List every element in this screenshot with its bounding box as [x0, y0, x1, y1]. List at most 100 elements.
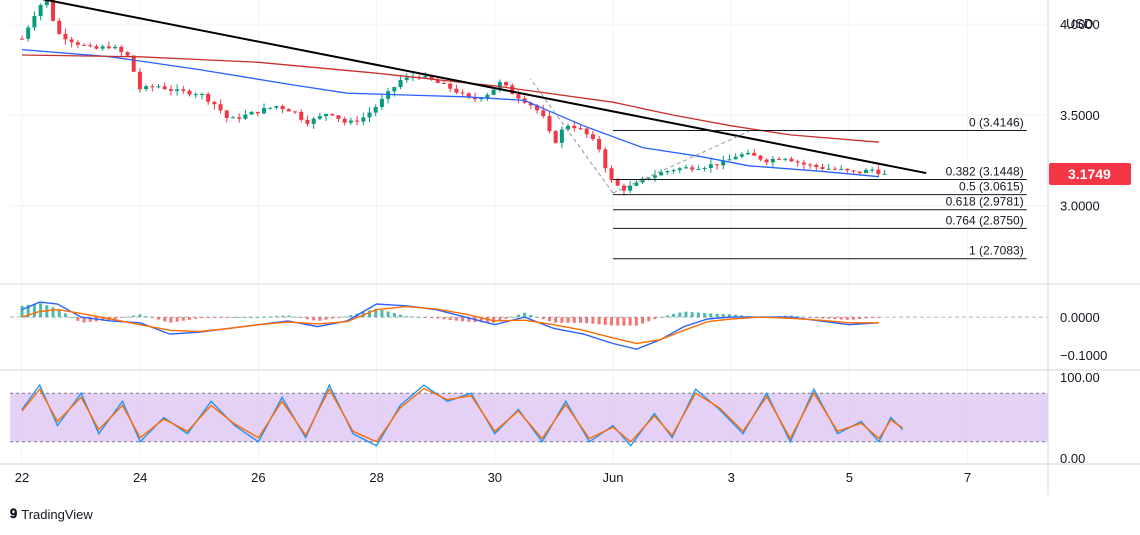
last-price-label: 3.1749 [1068, 166, 1111, 182]
macd-histogram-bar [20, 305, 24, 318]
macd-histogram-bar [696, 312, 700, 318]
candle-body [795, 161, 800, 163]
fib-level-label: 0 (3.4146) [969, 115, 1024, 129]
macd-histogram-bar [212, 317, 216, 318]
macd-histogram-bar [448, 317, 452, 320]
candle-body [640, 178, 645, 183]
macd-histogram-bar [634, 317, 638, 326]
candle-body [26, 27, 31, 39]
candle-body [131, 55, 136, 72]
candle-body [20, 38, 24, 40]
rsi-panel[interactable] [10, 383, 1048, 447]
macd-histogram-bar [789, 315, 793, 318]
candle-body [590, 134, 595, 139]
macd-histogram-bar [181, 317, 185, 321]
macd-histogram-bar [721, 313, 725, 318]
candle-body [156, 86, 161, 88]
candle-body [541, 110, 546, 117]
macd-histogram-bar [715, 313, 719, 318]
candle-body [870, 169, 875, 171]
grid [10, 0, 1048, 464]
macd-panel[interactable] [10, 301, 1048, 350]
macd-histogram-bar [386, 311, 390, 318]
candle-body [441, 82, 446, 84]
macd-histogram-bar [374, 308, 378, 318]
candle-body [51, 0, 56, 21]
macd-histogram-bar [603, 317, 607, 325]
macd-histogram-bar [32, 303, 36, 318]
macd-histogram-bar [392, 313, 396, 318]
candle-body [820, 167, 825, 169]
moving-average-line [21, 48, 880, 178]
macd-histogram-bar [51, 307, 55, 318]
macd-histogram-bar [870, 317, 874, 318]
macd-histogram-bar [839, 317, 843, 320]
macd-histogram-bar [293, 316, 297, 318]
price-panel[interactable]: 0 (3.4146) 0.382 (3.1448) 0.5 (3.0615)0.61… [20, 0, 1027, 260]
brand[interactable]: 𝟗 TradingView [10, 506, 93, 522]
macd-histogram-bar [349, 315, 353, 318]
macd-histogram-bar [578, 317, 582, 323]
macd-histogram-bar [299, 317, 303, 318]
candle-body [367, 112, 372, 118]
candle-body [615, 180, 620, 186]
macd-histogram-bar [399, 314, 403, 318]
macd-histogram-bar [628, 317, 632, 326]
candle-body [528, 102, 533, 106]
macd-histogram-bar [672, 313, 676, 318]
macd-histogram-bar [194, 317, 198, 319]
candle-body [715, 164, 720, 166]
candle-body [144, 86, 149, 90]
candle-body [448, 83, 453, 89]
candle-body [82, 44, 87, 46]
macd-histogram-bar [566, 317, 570, 323]
candle-body [479, 98, 484, 100]
candle-body [702, 167, 707, 169]
macd-histogram-bar [653, 317, 657, 320]
candle-body [423, 75, 428, 78]
candle-body [882, 173, 887, 175]
candle-body [100, 46, 105, 49]
fib-level-label: 0.618 (2.9781) [946, 195, 1024, 209]
candle-body [671, 170, 676, 172]
candle-body [330, 113, 335, 116]
candle-body [690, 167, 695, 170]
fib-level-label: 0.382 (3.1448) [946, 164, 1024, 178]
currency-label[interactable]: USD [1066, 16, 1093, 31]
macd-histogram-bar [684, 311, 688, 318]
macd-histogram-bar [616, 317, 620, 326]
macd-histogram-bar [250, 317, 254, 318]
macd-histogram-bar [858, 317, 862, 319]
macd-histogram-bar [206, 317, 210, 318]
candle-body [168, 89, 173, 91]
candle-body [63, 33, 68, 40]
x-tick-label: 26 [251, 470, 265, 485]
candle-body [299, 111, 304, 120]
candle-body [454, 88, 459, 93]
candle-body [876, 169, 881, 175]
macd-histogram-bar [423, 317, 427, 318]
fib-anchor-line [612, 130, 750, 194]
candle-body [597, 138, 602, 150]
candle-body [311, 118, 316, 124]
candle-body [94, 46, 99, 49]
macd-histogram-bar [119, 317, 123, 318]
macd-histogram-bar [312, 317, 316, 321]
x-tick-label: 24 [133, 470, 147, 485]
macd-histogram-bar [541, 317, 545, 320]
candle-body [255, 111, 260, 114]
macd-histogram-bar [380, 309, 384, 318]
macd-histogram-bar [324, 317, 328, 320]
macd-histogram-bar [82, 317, 86, 323]
macd-histogram-bar [572, 317, 576, 323]
last-price-tag: 3.1749 [1049, 162, 1131, 185]
candle-body [305, 119, 310, 124]
macd-histogram-bar [516, 314, 520, 318]
macd-histogram-bar [560, 317, 564, 323]
candle-body [193, 94, 198, 96]
macd-histogram-bar [343, 316, 347, 318]
candle-body [584, 128, 589, 135]
candle-body [826, 168, 831, 170]
macd-histogram-bar [430, 317, 434, 318]
candle-body [783, 158, 788, 160]
